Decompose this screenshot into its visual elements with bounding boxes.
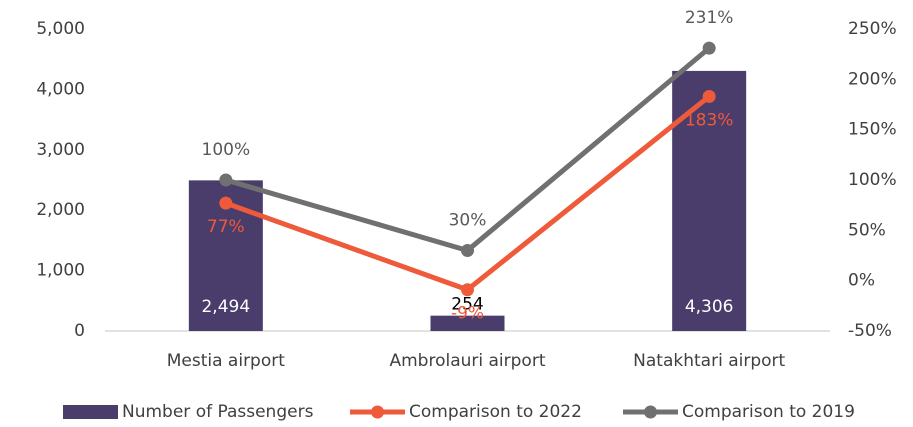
- legend-label: Comparison to 2019: [682, 402, 855, 422]
- y2-tick-label: 200%: [848, 69, 897, 89]
- line-point: [219, 196, 233, 210]
- x-tick-label: Mestia airport: [167, 351, 286, 371]
- line-point: [702, 89, 716, 103]
- y2-tick-label: 150%: [848, 120, 897, 140]
- line-value-label: 183%: [685, 110, 734, 130]
- line-value-label: 100%: [202, 140, 251, 160]
- y-tick-label: 3,000: [36, 140, 85, 160]
- y2-tick-label: 250%: [848, 19, 897, 39]
- y2-tick-label: 100%: [848, 170, 897, 190]
- y2-tick-label: 50%: [848, 220, 886, 240]
- legend-swatch-point: [644, 405, 657, 419]
- line-value-label: 77%: [207, 217, 245, 237]
- legend-label: Comparison to 2022: [409, 402, 582, 422]
- bar: [430, 315, 505, 331]
- y-tick-label: 0: [74, 321, 85, 341]
- line-point: [702, 41, 716, 55]
- y-tick-label: 1,000: [36, 261, 85, 281]
- line-point: [461, 283, 474, 297]
- y2-tick-label: -50%: [848, 321, 892, 341]
- line: [224, 94, 711, 293]
- line-point: [461, 243, 474, 257]
- legend-label: Number of Passengers: [122, 402, 314, 422]
- legend-swatch-point: [371, 405, 384, 419]
- y-tick-label: 2,000: [36, 200, 85, 220]
- line-value-label: 30%: [449, 210, 487, 230]
- bar-value-label: 2,494: [201, 297, 250, 317]
- legend-swatch: [63, 405, 118, 419]
- y-tick-label: 4,000: [36, 79, 85, 99]
- y-tick-label: 5,000: [36, 19, 85, 39]
- line-point: [219, 173, 233, 187]
- line-value-label: -9%: [451, 304, 484, 324]
- x-tick-label: Natakhtari airport: [633, 351, 785, 371]
- line-value-label: 231%: [685, 8, 734, 28]
- y2-tick-label: 0%: [848, 271, 875, 291]
- bar-value-label: 254: [451, 295, 483, 315]
- bar-value-label: 4,306: [685, 297, 734, 317]
- x-tick-label: Ambrolauri airport: [389, 351, 545, 371]
